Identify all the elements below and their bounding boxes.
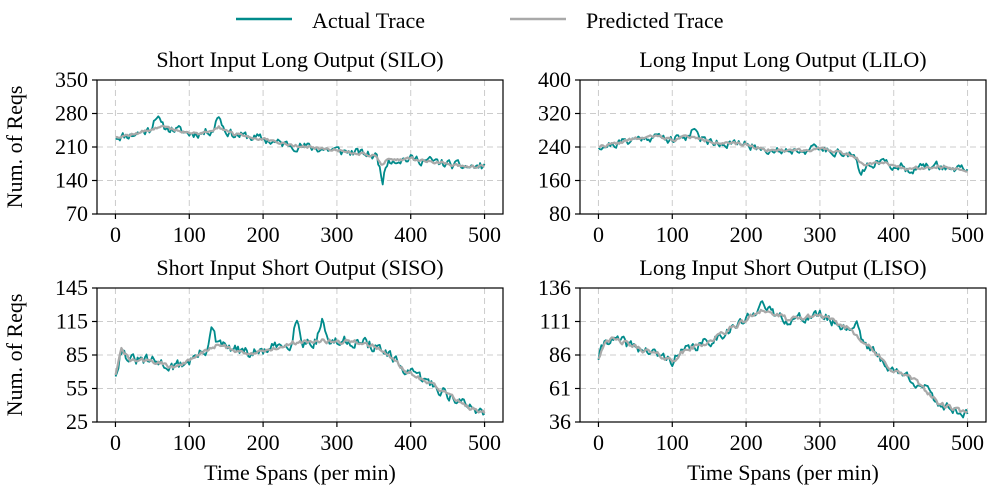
chart-title: Long Input Long Output (LILO) (639, 47, 926, 72)
y-axis-label: Num. of Reqs (2, 86, 27, 209)
x-tick-label: 500 (951, 430, 984, 455)
chart-panel-1: 0 100 200 300 400 500 70 140 210 280 350 Short Inpu… (2, 47, 504, 247)
chart-panel-4: 0 100 200 300 400 500 36 61 86 111 136 Long Input S… (538, 255, 987, 485)
x-tick-label: 400 (877, 430, 910, 455)
chart-title: Short Input Long Output (SILO) (156, 47, 443, 72)
x-tick-label: 400 (394, 430, 427, 455)
y-tick-label: 136 (538, 275, 571, 300)
y-tick-label: 400 (538, 67, 571, 92)
chart-panel-3: 0 100 200 300 400 500 25 55 85 115 145 Short Input … (2, 255, 504, 485)
x-tick-label: 0 (110, 430, 121, 455)
x-tick-label: 500 (951, 222, 984, 247)
y-tick-label: 210 (55, 134, 88, 159)
y-tick-label: 36 (549, 409, 571, 434)
x-tick-label: 0 (110, 222, 121, 247)
x-tick-label: 100 (173, 222, 206, 247)
chart-title: Short Input Short Output (SISO) (156, 255, 443, 280)
legend-actual-label: Actual Trace (312, 8, 425, 33)
y-tick-label: 70 (66, 201, 88, 226)
predicted-trace-line (598, 134, 968, 173)
predicted-trace-line (597, 308, 968, 414)
y-tick-label: 350 (55, 67, 88, 92)
y-tick-label: 86 (549, 342, 571, 367)
x-tick-label: 200 (730, 222, 763, 247)
y-tick-label: 240 (538, 134, 571, 159)
y-tick-label: 280 (55, 101, 88, 126)
x-tick-label: 400 (394, 222, 427, 247)
x-tick-label: 500 (468, 430, 501, 455)
y-tick-label: 140 (55, 168, 88, 193)
y-axis-label: Num. of Reqs (2, 294, 27, 417)
x-tick-label: 300 (803, 430, 836, 455)
x-tick-label: 100 (173, 430, 206, 455)
x-axis-label: Time Spans (per min) (204, 460, 396, 485)
x-tick-label: 0 (593, 222, 604, 247)
y-tick-label: 320 (538, 101, 571, 126)
legend: Actual Trace Predicted Trace (236, 8, 723, 33)
actual-trace-line (597, 300, 969, 419)
chart-title: Long Input Short Output (LISO) (639, 255, 926, 280)
y-tick-label: 160 (538, 168, 571, 193)
x-tick-label: 500 (468, 222, 501, 247)
y-tick-label: 115 (56, 309, 88, 334)
x-tick-label: 300 (320, 430, 353, 455)
y-tick-label: 111 (540, 309, 571, 334)
y-tick-label: 25 (66, 409, 88, 434)
y-tick-label: 85 (66, 342, 88, 367)
y-tick-label: 145 (55, 275, 88, 300)
predicted-trace-line (114, 338, 486, 414)
chart-panel-2: 0 100 200 300 400 500 80 160 240 320 400 Long Input… (538, 47, 987, 247)
x-tick-label: 200 (247, 222, 280, 247)
x-tick-label: 200 (247, 430, 280, 455)
y-tick-label: 61 (549, 376, 571, 401)
x-tick-label: 100 (656, 430, 689, 455)
legend-predicted-label: Predicted Trace (586, 8, 723, 33)
x-tick-label: 200 (730, 430, 763, 455)
x-axis-label: Time Spans (per min) (687, 460, 879, 485)
y-tick-label: 55 (66, 376, 88, 401)
x-tick-label: 400 (877, 222, 910, 247)
y-tick-label: 80 (549, 201, 571, 226)
x-tick-label: 300 (320, 222, 353, 247)
x-tick-label: 100 (656, 222, 689, 247)
x-tick-label: 0 (593, 430, 604, 455)
actual-trace-line (115, 115, 486, 186)
predicted-trace-line (115, 124, 485, 169)
x-tick-label: 300 (803, 222, 836, 247)
